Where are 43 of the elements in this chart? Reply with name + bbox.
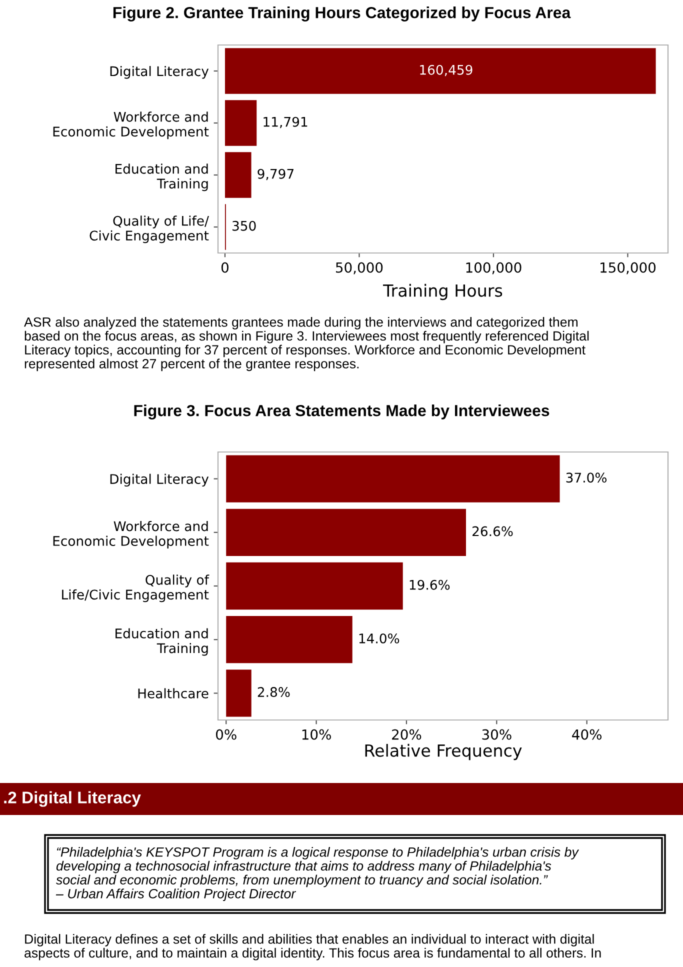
y-tick-label: Education and Training (116, 628, 208, 656)
y-tick-label: Digital Literacy (110, 66, 209, 79)
text: Digital Literacy defines a set of skills and abilities that enables an individual to interact with digital aspects of culture, and to maintain a digital identity. This focus area is fundamental to all others. In (24, 934, 601, 960)
x-tick-label: 0% (216, 729, 236, 740)
x-tick-label: 10% (302, 729, 331, 740)
bar (226, 562, 403, 610)
y-tick-label: Digital Literacy (110, 474, 209, 487)
bar (224, 48, 656, 94)
x-tick-label: 150,000 (600, 262, 656, 274)
data-label: 26.6% (472, 526, 513, 536)
data-label: 2.8% (258, 687, 290, 698)
data-label: 14.0% (359, 633, 400, 644)
data-label: 9,797 (258, 168, 294, 180)
chart-title: Figure 2. Grantee Training Hours Categorized by Focus Area (113, 6, 571, 22)
x-axis-title: Relative Frequency (365, 744, 522, 760)
text: “Philadelphia's KEYSPOT Program is a logical response to Philadelphia's urban crisis by developing a technosocial infrastructure that aims to address many of Philadelphia's social and economic problems, from unemployment to truancy and social isolation.” – Urban Affairs Coalition Project Director (56, 846, 580, 902)
chart-title: Figure 3. Focus Area Statements Made by Interviewees (134, 404, 550, 420)
bar (226, 455, 560, 502)
x-tick-label: 0 (221, 262, 228, 273)
x-tick-label: 50,000 (336, 262, 383, 274)
x-tick-label: 100,000 (466, 262, 522, 274)
x-tick-label: 40% (572, 729, 602, 740)
y-tick-label: Workforce and Economic Development (53, 112, 209, 140)
x-tick-label: 20% (392, 729, 422, 740)
y-tick-label: Education and Training (116, 164, 208, 192)
data-label: 160,459 (420, 64, 472, 76)
bar (226, 670, 252, 717)
bar (224, 152, 252, 198)
y-tick-label: Quality of Life/Civic Engagement (62, 574, 210, 602)
y-tick-label: Healthcare (138, 688, 208, 698)
data-label: 37.0% (566, 472, 607, 483)
data-label: 350 (232, 220, 256, 231)
y-tick-label: Workforce and Economic Development (53, 521, 209, 549)
x-axis-title: Training Hours (383, 284, 502, 300)
x-tick-label: 30% (482, 729, 512, 740)
data-label: 11,791 (264, 116, 308, 128)
text: .2 Digital Literacy (4, 791, 141, 807)
bar (224, 100, 257, 146)
data-label: 19.6% (410, 580, 450, 590)
y-tick-label: Quality of Life/ Civic Engagement (90, 216, 209, 244)
bar (226, 616, 352, 664)
text: ASR also analyzed the statements grantees made during the interviews and categorized them based on the focus areas, as shown in Figure 3. Interviewees most frequently referenced Digital Literacy topics, accounting for 37 percent of responses. Workforce and Economic Development represented almost 27 percent of the grantee responses. (24, 317, 589, 372)
bar (226, 508, 466, 556)
